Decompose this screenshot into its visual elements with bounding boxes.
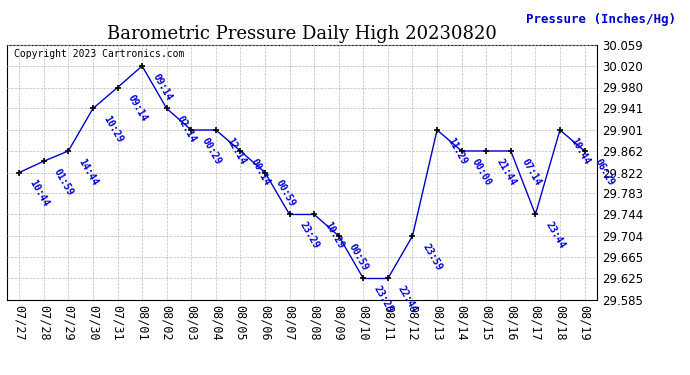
Text: 00:59: 00:59 (273, 178, 297, 209)
Text: 00:14: 00:14 (249, 156, 272, 187)
Text: 21:44: 21:44 (495, 156, 518, 187)
Text: 00:29: 00:29 (199, 135, 223, 166)
Text: 23:44: 23:44 (544, 220, 567, 251)
Text: 02:14: 02:14 (175, 114, 198, 144)
Text: 10:29: 10:29 (322, 220, 346, 251)
Text: 23:29: 23:29 (298, 220, 322, 251)
Text: 22:44: 22:44 (396, 284, 420, 315)
Text: 10:29: 10:29 (101, 114, 125, 144)
Text: 00:00: 00:00 (470, 156, 493, 187)
Text: 01:59: 01:59 (52, 167, 75, 197)
Text: Pressure (Inches/Hg): Pressure (Inches/Hg) (526, 13, 676, 26)
Text: 06:29: 06:29 (593, 156, 616, 187)
Text: 10:44: 10:44 (569, 135, 591, 166)
Text: 07:14: 07:14 (519, 156, 542, 187)
Text: Copyright 2023 Cartronics.com: Copyright 2023 Cartronics.com (14, 49, 184, 59)
Text: 12:14: 12:14 (224, 135, 248, 166)
Text: 14:44: 14:44 (77, 156, 100, 187)
Text: 23:29: 23:29 (372, 284, 395, 315)
Text: 00:59: 00:59 (347, 242, 371, 272)
Text: 23:59: 23:59 (421, 242, 444, 272)
Title: Barometric Pressure Daily High 20230820: Barometric Pressure Daily High 20230820 (107, 26, 497, 44)
Text: 09:14: 09:14 (150, 72, 174, 102)
Text: 09:14: 09:14 (126, 93, 149, 123)
Text: 10:44: 10:44 (28, 178, 51, 209)
Text: 11:29: 11:29 (446, 135, 469, 166)
